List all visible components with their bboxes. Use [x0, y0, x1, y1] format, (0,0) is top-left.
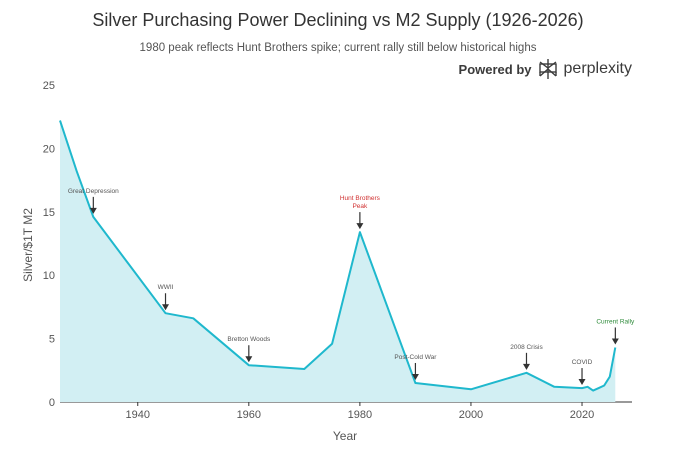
- annotation-label: Current Rally: [596, 318, 635, 325]
- annotation-arrow-head: [89, 207, 97, 214]
- annotation-arrow-head: [356, 223, 364, 230]
- annotation-arrow-head: [611, 338, 619, 345]
- annotation-arrow-head: [245, 356, 253, 363]
- chart-subtitle: 1980 peak reflects Hunt Brothers spike; …: [139, 42, 537, 54]
- annotation-label: Bretton Woods: [227, 336, 271, 343]
- annotation-arrow-head: [522, 363, 530, 370]
- y-axis-label: Silver/$1T M2: [21, 208, 35, 282]
- x-tick-label: 1980: [348, 409, 372, 421]
- annotation-label: 2008 Crisis: [510, 344, 543, 351]
- annotation-arrow-head: [162, 304, 170, 311]
- y-tick-label: 0: [49, 397, 55, 409]
- annotation-label: Peak: [352, 203, 368, 210]
- annotation-label: Hunt Brothers: [340, 195, 381, 202]
- annotation-label: Post-Cold War: [394, 354, 437, 361]
- x-axis-label: Year: [333, 429, 357, 443]
- annotation-label: COVID: [572, 359, 593, 366]
- x-tick-label: 1940: [126, 409, 150, 421]
- y-tick-label: 10: [43, 270, 55, 282]
- annotation-arrow-head: [578, 379, 586, 386]
- x-tick-label: 2020: [570, 409, 594, 421]
- series-area-fill: [60, 120, 616, 402]
- y-tick-label: 20: [43, 143, 55, 155]
- perplexity-logo-icon: [538, 59, 557, 79]
- chart-title: Silver Purchasing Power Declining vs M2 …: [92, 10, 584, 30]
- annotation-label: WWII: [158, 284, 174, 291]
- powered-by-label: Powered by: [458, 61, 532, 77]
- perplexity-brand-name: perplexity: [563, 60, 632, 77]
- annotation-arrow-head: [411, 373, 419, 380]
- series-line: [59, 120, 617, 392]
- y-tick-label: 15: [43, 207, 55, 219]
- y-tick-label: 5: [49, 334, 55, 346]
- annotation-label: Great Depression: [68, 188, 119, 195]
- x-tick-label: 1960: [237, 409, 261, 421]
- x-tick-label: 2000: [459, 409, 483, 421]
- brand: Powered by perplexity: [459, 58, 632, 80]
- y-tick-label: 25: [43, 80, 55, 92]
